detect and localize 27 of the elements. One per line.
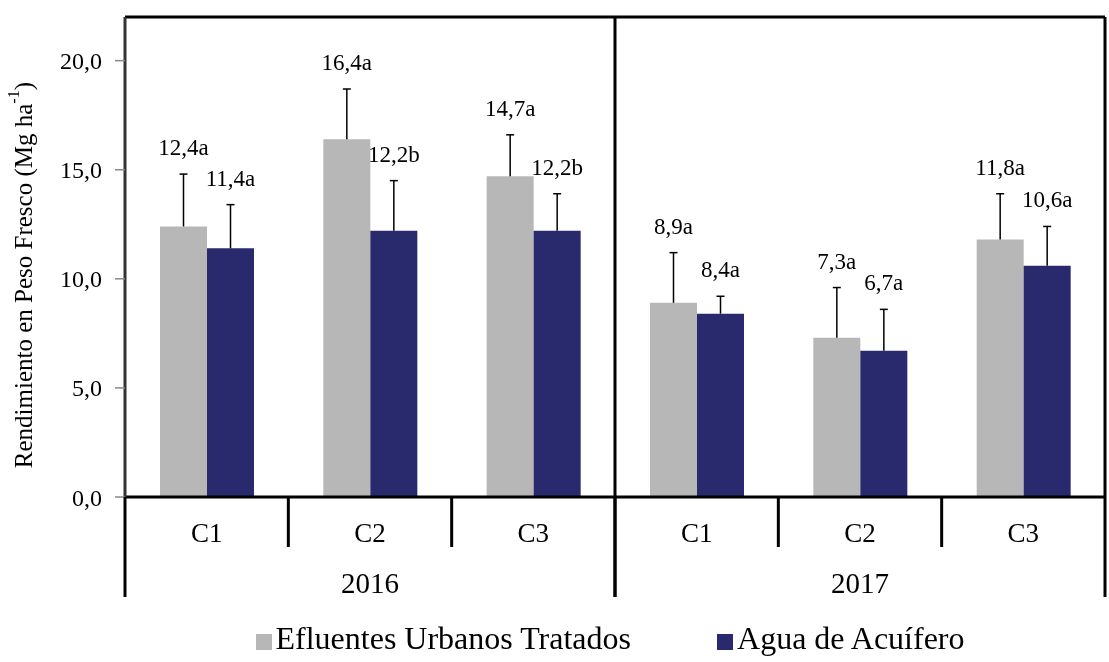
- data-label: 12,4a: [158, 135, 209, 161]
- y-tick-label: 5,0: [72, 375, 102, 402]
- data-label: 14,7a: [484, 95, 536, 121]
- y-tick-label: 10,0: [60, 266, 102, 293]
- data-label: 11,4a: [205, 165, 256, 191]
- data-label: 12,2b: [531, 154, 584, 180]
- x-tick-label: C2: [844, 518, 876, 548]
- data-label: 10,6a: [1021, 187, 1073, 213]
- data-label: 11,8a: [975, 154, 1025, 180]
- y-tick-label: 0,0: [72, 484, 102, 511]
- y-tick-label: 15,0: [60, 157, 102, 184]
- data-label: 8,4a: [701, 257, 740, 283]
- x-tick-label: C1: [680, 518, 713, 548]
- data-label: 12,2b: [367, 141, 420, 167]
- x-axis-title: 2016: [341, 567, 399, 599]
- data-label: 6,7a: [864, 270, 904, 296]
- x-tick-label: C3: [517, 518, 550, 548]
- legend-label: Efluentes Urbanos Tratados: [275, 620, 632, 656]
- y-tick-label: 20,0: [60, 48, 102, 75]
- data-label: 7,3a: [817, 248, 857, 274]
- legend-label: Agua de Acuífero: [737, 620, 965, 656]
- x-tick-label: C3: [1007, 518, 1040, 548]
- data-label: 8,9a: [654, 213, 693, 239]
- x-tick-label: C2: [354, 518, 386, 548]
- x-axis-title: 2017: [831, 567, 889, 599]
- data-label: 16,4a: [321, 50, 373, 75]
- x-tick-label: C1: [190, 518, 223, 548]
